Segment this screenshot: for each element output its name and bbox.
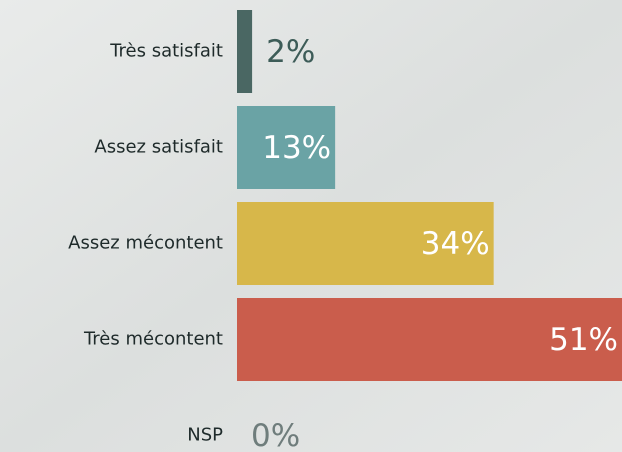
value-label: 0%: [251, 418, 300, 452]
value-label: 51%: [549, 322, 618, 358]
value-label: 34%: [421, 226, 490, 262]
value-label: 13%: [262, 130, 331, 166]
category-label: Très mécontent: [83, 329, 223, 350]
bar: [237, 202, 494, 285]
category-label: NSP: [187, 425, 223, 446]
bar: [237, 10, 253, 93]
bar: [237, 106, 336, 189]
value-label: 2%: [266, 34, 315, 70]
category-label: Assez satisfait: [94, 137, 223, 158]
bar: [237, 298, 622, 381]
category-label: Très satisfait: [109, 41, 223, 62]
category-label: Assez mécontent: [68, 233, 223, 254]
